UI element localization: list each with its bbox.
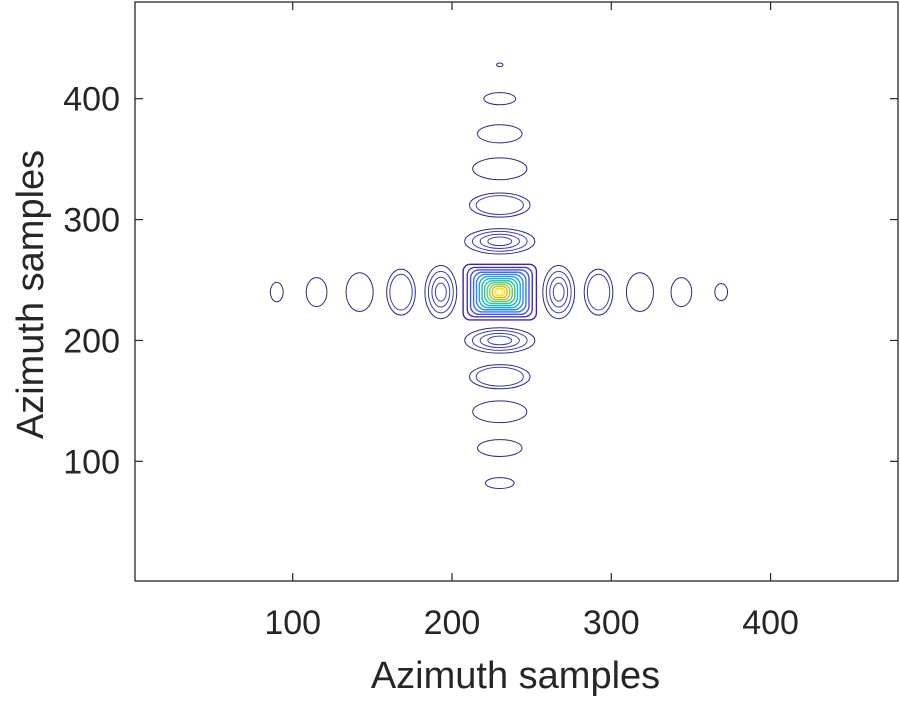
- y-tick-labels: 100 200 300 400: [63, 81, 120, 482]
- x-tick-label: 200: [424, 604, 481, 642]
- main-lobe-contour: [486, 281, 513, 303]
- y-tick-label: 300: [63, 202, 120, 240]
- sidelobe-contour-horizontal: [670, 277, 693, 308]
- axis-ticks: [135, 2, 898, 581]
- sidelobe-contour-vertical: [471, 330, 528, 351]
- main-lobe-peak: [496, 288, 504, 296]
- sidelobe-contour-horizontal: [424, 265, 458, 320]
- main-lobe-contour: [494, 287, 506, 297]
- sidelobe-contour-horizontal: [434, 282, 447, 302]
- sidelobe-contour-horizontal: [552, 282, 565, 302]
- sidelobe-contour-horizontal: [389, 273, 413, 311]
- sidelobe-contour-vertical: [471, 230, 528, 252]
- y-axis-label: Azimuth samples: [10, 150, 52, 439]
- sidelobe-contour-horizontal: [545, 270, 572, 314]
- x-tick-label: 100: [264, 604, 321, 642]
- sidelobe-contour-vertical: [483, 92, 517, 106]
- main-lobe-contour: [475, 273, 524, 311]
- sidelobe-contour-vertical: [476, 439, 523, 457]
- sidelobe-contour-horizontal: [549, 276, 569, 308]
- sidelobe-contour-horizontal: [427, 270, 454, 314]
- sidelobe-contour-vertical: [475, 195, 524, 216]
- plot-area: [269, 62, 729, 490]
- sidelobe-contour-horizontal: [305, 277, 328, 308]
- main-lobe-contour: [469, 269, 530, 315]
- sidelobe-contour-horizontal: [431, 276, 451, 308]
- main-lobe-contour: [481, 277, 519, 307]
- x-tick-label: 300: [583, 604, 640, 642]
- main-lobe-contour: [489, 283, 511, 301]
- sidelobe-contour-horizontal: [714, 283, 729, 302]
- sidelobe-contour-vertical: [484, 477, 515, 490]
- sidelobe-contour-vertical: [472, 157, 528, 181]
- sidelobe-contour-horizontal: [345, 272, 374, 312]
- y-tick-label: 400: [63, 81, 120, 119]
- x-tick-labels: 100 200 300 400: [264, 604, 799, 642]
- sidelobe-contour-vertical: [479, 332, 520, 349]
- sidelobe-contour-horizontal: [542, 265, 576, 320]
- sidelobe-contour-vertical: [487, 335, 513, 346]
- main-lobe-contour: [462, 263, 538, 321]
- sidelobe-contour-vertical: [487, 236, 513, 247]
- sidelobe-contour-horizontal: [269, 281, 284, 303]
- sidelobe-contour-horizontal: [625, 272, 654, 312]
- sidelobe-contour-vertical: [472, 400, 528, 424]
- sidelobe-contour-vertical: [469, 192, 531, 218]
- sidelobe-contour-vertical: [479, 233, 520, 249]
- sidelobe-contour-horizontal: [586, 273, 611, 311]
- sidelobe-contour-vertical: [464, 228, 536, 255]
- x-axis-label: Azimuth samples: [371, 655, 660, 697]
- main-lobe-contour: [472, 271, 527, 313]
- sidelobe-contour-vertical: [469, 364, 531, 390]
- y-tick-label: 200: [63, 322, 120, 360]
- main-lobe-contour: [466, 266, 533, 318]
- sidelobe-contour-vertical: [476, 124, 523, 144]
- sidelobe-contour-horizontal: [583, 268, 614, 316]
- main-lobe-contour: [491, 285, 508, 299]
- axes-box: [134, 1, 899, 582]
- main-lobe-contour: [478, 275, 521, 309]
- sidelobe-contour-horizontal: [386, 268, 416, 316]
- y-tick-label: 100: [63, 443, 120, 481]
- x-tick-label: 400: [742, 604, 799, 642]
- sidelobe-contour-vertical: [475, 366, 524, 387]
- sidelobe-contour-vertical: [496, 62, 504, 68]
- main-lobe-contour: [483, 279, 516, 305]
- sidelobe-contour-vertical: [464, 327, 536, 354]
